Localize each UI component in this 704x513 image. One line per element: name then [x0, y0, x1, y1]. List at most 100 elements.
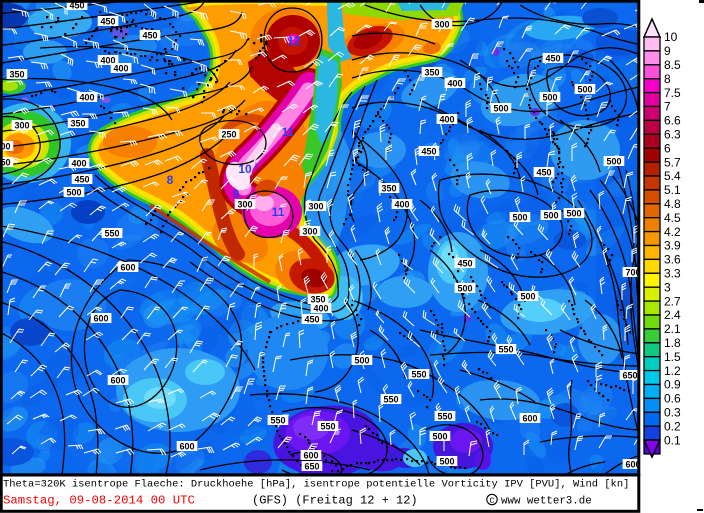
svg-text:600: 600 — [625, 459, 640, 469]
svg-text:400: 400 — [79, 92, 94, 102]
svg-text:300: 300 — [434, 19, 449, 29]
svg-text:300: 300 — [0, 141, 11, 151]
svg-text:300: 300 — [14, 120, 29, 130]
svg-text:400: 400 — [113, 63, 128, 73]
svg-text:300: 300 — [237, 199, 252, 209]
svg-text:10: 10 — [238, 162, 252, 176]
svg-text:300: 300 — [308, 201, 323, 211]
svg-text:1.2: 1.2 — [664, 364, 681, 378]
svg-text:350: 350 — [381, 183, 396, 193]
svg-text:350: 350 — [70, 118, 85, 128]
svg-text:400: 400 — [447, 78, 462, 88]
svg-text:C: C — [489, 496, 494, 506]
svg-text:8: 8 — [664, 72, 671, 86]
svg-text:www wetter3.de: www wetter3.de — [501, 495, 592, 507]
svg-text:6.6: 6.6 — [664, 114, 681, 128]
svg-text:0.1: 0.1 — [664, 433, 681, 447]
svg-text:6: 6 — [664, 141, 671, 155]
svg-text:500: 500 — [512, 212, 527, 222]
svg-text:350: 350 — [310, 294, 325, 304]
svg-text:500: 500 — [439, 456, 454, 466]
svg-text:700: 700 — [625, 267, 640, 277]
svg-text:550: 550 — [437, 411, 452, 421]
svg-text:450: 450 — [457, 258, 472, 268]
svg-text:3.6: 3.6 — [664, 253, 681, 267]
svg-text:500: 500 — [354, 355, 369, 365]
svg-text:11: 11 — [282, 125, 295, 139]
svg-text:600: 600 — [522, 413, 537, 423]
svg-text:350: 350 — [424, 67, 439, 77]
svg-text:500: 500 — [66, 187, 81, 197]
svg-text:500: 500 — [577, 84, 592, 94]
svg-text:3.3: 3.3 — [664, 267, 681, 281]
svg-text:400: 400 — [100, 55, 115, 65]
svg-text:3.9: 3.9 — [664, 239, 681, 253]
svg-text:7: 7 — [664, 100, 671, 114]
svg-text:12: 12 — [287, 34, 301, 48]
svg-text:2.7: 2.7 — [664, 294, 681, 308]
svg-text:500: 500 — [606, 156, 621, 166]
svg-text:500: 500 — [566, 208, 581, 218]
svg-text:11: 11 — [272, 205, 285, 219]
svg-text:9: 9 — [664, 44, 671, 58]
svg-text:450: 450 — [304, 314, 319, 324]
svg-text:2.1: 2.1 — [664, 322, 681, 336]
svg-text:10: 10 — [664, 30, 678, 44]
svg-text:7.5: 7.5 — [664, 86, 681, 100]
svg-text:450: 450 — [545, 53, 560, 63]
svg-text:650: 650 — [622, 370, 637, 380]
svg-text:450: 450 — [100, 16, 115, 26]
svg-text:6.3: 6.3 — [664, 128, 681, 142]
svg-text:450: 450 — [74, 174, 89, 184]
svg-text:5.1: 5.1 — [664, 183, 681, 197]
svg-text:550: 550 — [383, 394, 398, 404]
svg-text:650: 650 — [304, 461, 319, 471]
svg-text:450: 450 — [421, 146, 436, 156]
svg-text:4.2: 4.2 — [664, 225, 681, 239]
svg-text:5.4: 5.4 — [664, 169, 681, 183]
svg-text:0.2: 0.2 — [664, 419, 681, 433]
svg-text:350: 350 — [9, 69, 24, 79]
svg-text:450: 450 — [69, 0, 84, 10]
svg-text:550: 550 — [104, 228, 119, 238]
svg-text:500: 500 — [493, 103, 508, 113]
svg-text:550: 550 — [320, 421, 335, 431]
svg-text:Theta=320K isentrope Flaeche:: Theta=320K isentrope Flaeche: Druckhoehe… — [3, 479, 629, 491]
svg-text:600: 600 — [110, 375, 125, 385]
svg-text:600: 600 — [93, 313, 108, 323]
svg-text:250: 250 — [221, 129, 236, 139]
svg-text:550: 550 — [498, 344, 513, 354]
svg-text:350: 350 — [0, 157, 11, 167]
svg-text:8.5: 8.5 — [664, 58, 681, 72]
svg-text:1.5: 1.5 — [664, 350, 681, 364]
svg-text:500: 500 — [520, 291, 535, 301]
svg-text:4.5: 4.5 — [664, 211, 681, 225]
svg-text:600: 600 — [179, 441, 194, 451]
svg-text:9: 9 — [233, 187, 240, 201]
svg-text:5.7: 5.7 — [664, 155, 681, 169]
svg-text:500: 500 — [542, 92, 557, 102]
svg-text:500: 500 — [543, 210, 558, 220]
svg-text:550: 550 — [411, 369, 426, 379]
svg-text:4.8: 4.8 — [664, 197, 681, 211]
svg-text:450: 450 — [142, 30, 157, 40]
svg-text:0.6: 0.6 — [664, 392, 681, 406]
svg-text:400: 400 — [394, 199, 409, 209]
svg-text:400: 400 — [439, 114, 454, 124]
svg-text:550: 550 — [270, 415, 285, 425]
svg-text:500: 500 — [457, 283, 472, 293]
svg-text:2.4: 2.4 — [664, 308, 681, 322]
svg-text:0.3: 0.3 — [664, 406, 681, 420]
svg-text:1.8: 1.8 — [664, 336, 681, 350]
svg-text:400: 400 — [71, 158, 86, 168]
svg-text:400: 400 — [313, 303, 328, 313]
svg-text:3: 3 — [664, 280, 671, 294]
svg-text:600: 600 — [303, 450, 318, 460]
svg-text:0.9: 0.9 — [664, 378, 681, 392]
svg-text:300: 300 — [302, 226, 317, 236]
svg-text:600: 600 — [120, 262, 135, 272]
svg-text:Samstag, 09-08-2014 00 UTC: Samstag, 09-08-2014 00 UTC — [3, 494, 195, 508]
svg-text:(GFS) (Freitag 12 + 12): (GFS) (Freitag 12 + 12) — [252, 494, 418, 508]
svg-text:8: 8 — [167, 173, 174, 187]
svg-text:i: i — [255, 161, 258, 171]
